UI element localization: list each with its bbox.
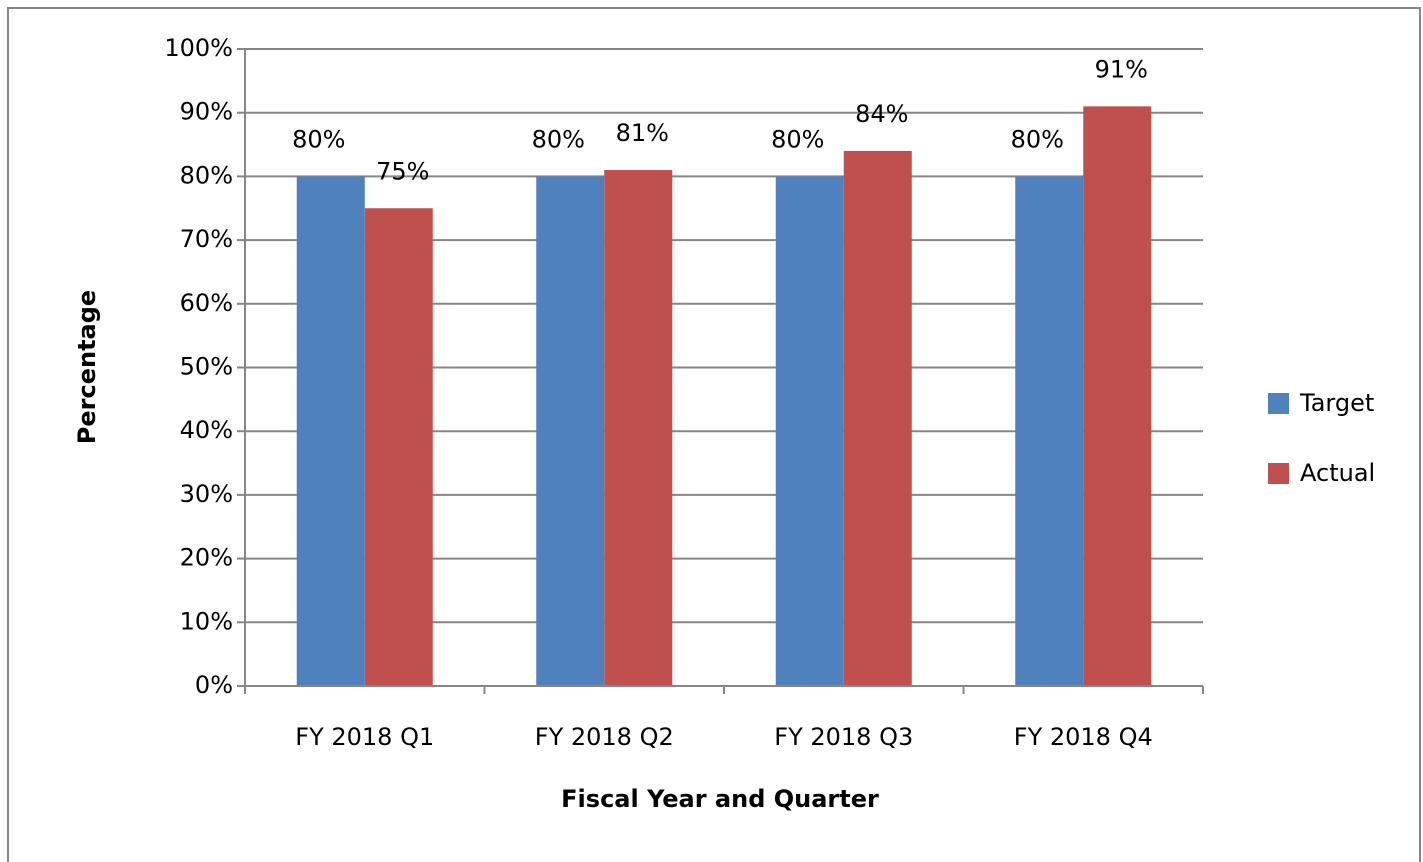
bar [1083, 106, 1152, 686]
x-tick-label: FY 2018 Q4 [1014, 723, 1153, 751]
bar [296, 176, 365, 686]
y-tick-label: 90% [180, 98, 233, 126]
legend-swatch [1268, 463, 1289, 484]
bar [1015, 176, 1084, 686]
legend-swatch [1268, 393, 1289, 414]
y-tick-label: 60% [180, 289, 233, 317]
x-tick-label: FY 2018 Q1 [295, 723, 434, 751]
bar [775, 176, 844, 686]
y-tick-label: 0% [195, 671, 233, 699]
legend-label: Target [1299, 389, 1374, 417]
y-tick-label: 20% [180, 544, 233, 572]
bar [843, 150, 912, 687]
bar [364, 208, 433, 686]
y-tick-label: 10% [180, 607, 233, 635]
data-label: 91% [1095, 55, 1148, 83]
x-tick-label: FY 2018 Q3 [774, 723, 913, 751]
y-tick-label: 30% [180, 480, 233, 508]
bar [604, 170, 673, 686]
data-label: 81% [616, 119, 669, 147]
data-label: 80% [532, 125, 585, 153]
legend-label: Actual [1300, 459, 1375, 487]
chart-border [7, 7, 1421, 862]
bar [536, 176, 605, 686]
y-axis-title: Percentage [73, 290, 101, 444]
x-tick-label: FY 2018 Q2 [535, 723, 674, 751]
data-label: 80% [771, 125, 824, 153]
data-label: 84% [855, 100, 908, 128]
data-label: 75% [376, 157, 429, 185]
y-tick-label: 40% [180, 416, 233, 444]
y-tick-label: 100% [164, 34, 233, 62]
data-label: 80% [292, 125, 345, 153]
y-tick-label: 70% [180, 225, 233, 253]
y-tick-label: 50% [180, 353, 233, 381]
y-tick-label: 80% [180, 161, 233, 189]
data-label: 80% [1011, 125, 1064, 153]
x-axis-title: Fiscal Year and Quarter [561, 785, 879, 813]
